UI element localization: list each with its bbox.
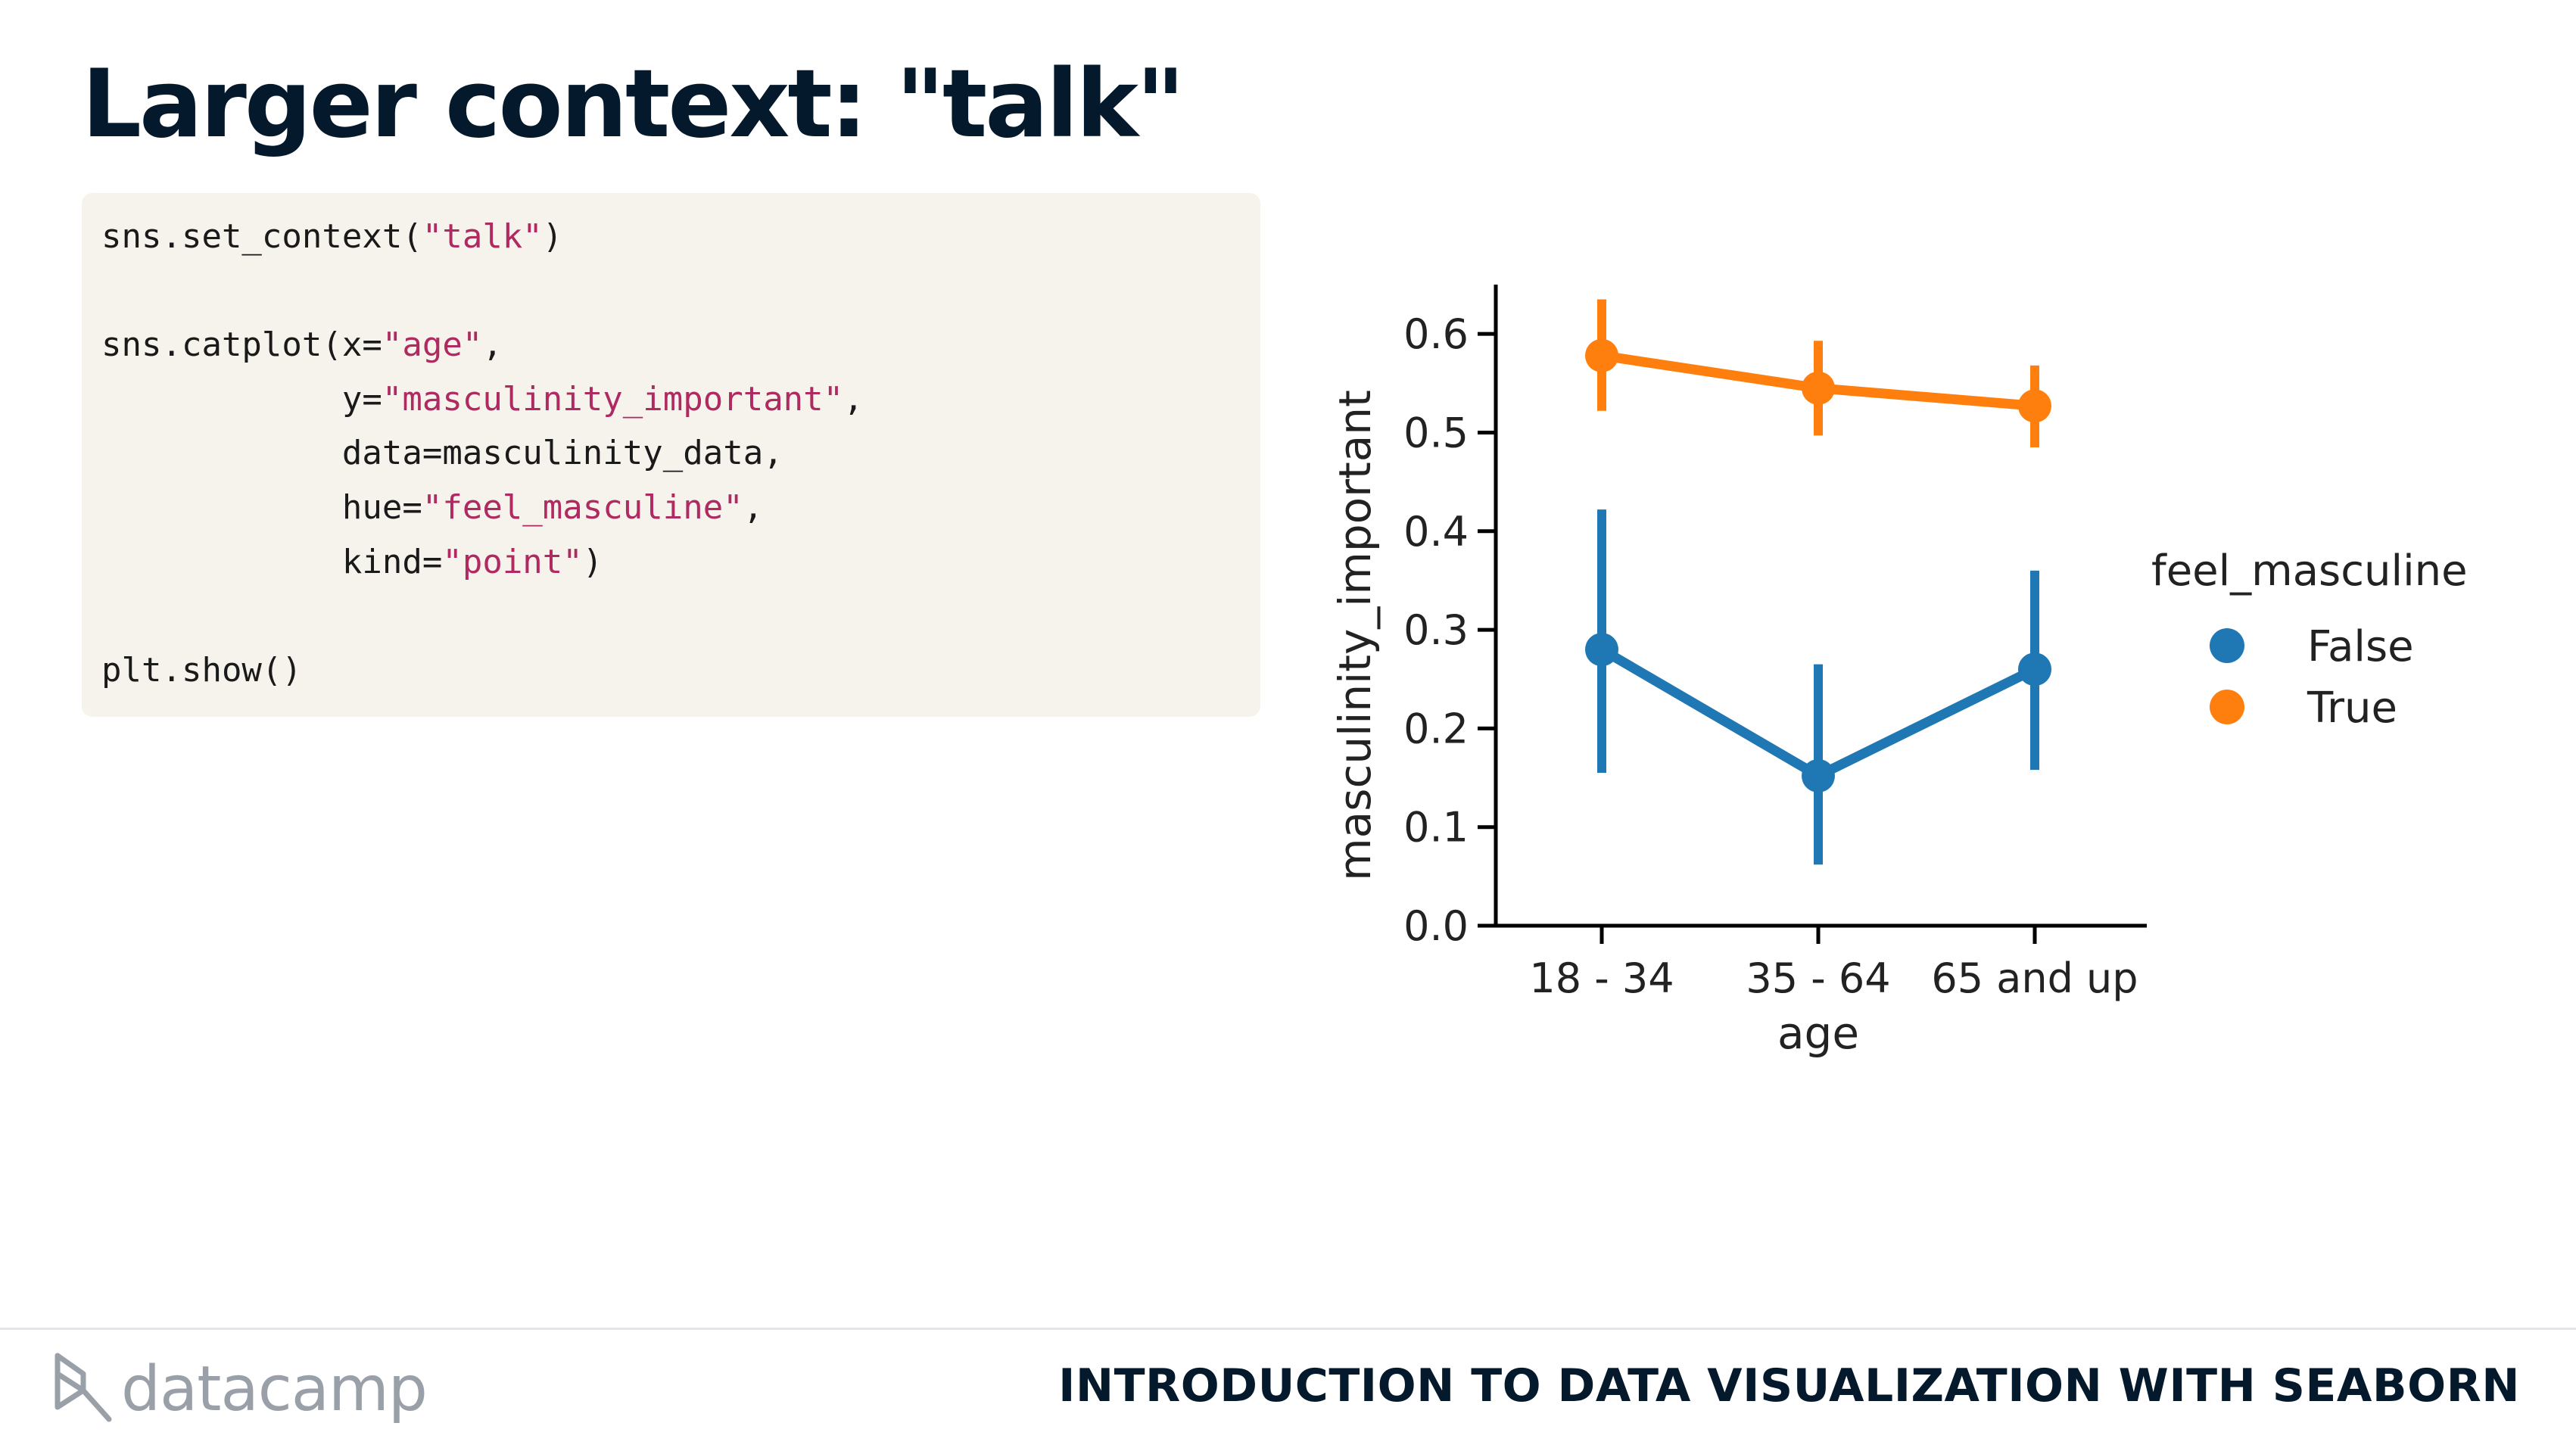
code-line: y="masculinity_important", (101, 380, 864, 419)
data-point (2018, 652, 2051, 687)
code-string-token: "talk" (422, 217, 543, 256)
y-tick-label: 0.6 (1403, 310, 1469, 358)
y-tick-label: 0.1 (1403, 804, 1469, 852)
code-string-token: "point" (442, 542, 583, 581)
course-title: INTRODUCTION TO DATA VISUALIZATION WITH … (1058, 1359, 2520, 1412)
code-token: , (743, 487, 764, 527)
y-tick-label: 0.0 (1403, 902, 1469, 950)
slide-title: Larger context: "talk" (82, 50, 1185, 159)
x-tick-label: 65 and up (1931, 954, 2138, 1002)
y-axis-label: masculinity_important (1329, 390, 1381, 881)
code-string-token: "age" (382, 325, 483, 365)
y-tick-label: 0.3 (1403, 606, 1469, 654)
y-tick-label: 0.5 (1403, 409, 1469, 456)
code-token: y= (101, 379, 382, 419)
code-line: sns.catplot(x="age", (101, 325, 503, 364)
code-token: plt.show() (101, 650, 302, 690)
x-tick-label: 35 - 64 (1746, 954, 1890, 1002)
code-token: sns.catplot(x= (101, 325, 382, 365)
legend-title: feel_masculine (2151, 546, 2468, 596)
code-line: data=masculinity_data, (101, 434, 783, 472)
footer-divider (0, 1328, 2576, 1330)
code-block: sns.set_context("talk") sns.catplot(x="a… (82, 193, 1260, 717)
brand-name: datacamp (121, 1353, 428, 1425)
datacamp-logo: datacamp (53, 1347, 428, 1431)
code-token: ) (542, 217, 563, 256)
code-line: hue="feel_masculine", (101, 488, 763, 527)
code-token: , (843, 379, 864, 419)
legend-label: True (2307, 683, 2397, 733)
data-point (1585, 338, 1618, 372)
data-point (2018, 389, 2051, 423)
legend-marker-false (2210, 628, 2244, 663)
data-point (1802, 371, 1835, 405)
code-token: data=masculinity_data, (101, 434, 783, 473)
code-line: plt.show() (101, 651, 302, 690)
y-tick-label: 0.2 (1403, 705, 1469, 752)
code-token: , (482, 325, 503, 365)
code-token: ) (582, 542, 603, 581)
point-plot: 0.0 0.1 0.2 0.3 0.4 0.5 0.6 18 - 34 35 - 64 65 an… (1329, 285, 2468, 1059)
code-token: hue= (101, 487, 422, 527)
data-point (1585, 633, 1618, 667)
datacamp-logo-icon (55, 1353, 112, 1422)
x-axis-label: age (1777, 1007, 1859, 1059)
code-string-token: "feel_masculine" (422, 487, 743, 527)
code-text: sns.set_context("talk") sns.catplot(x="a… (101, 210, 1241, 697)
x-tick-label: 18 - 34 (1529, 954, 1674, 1002)
code-token: kind= (101, 542, 443, 581)
legend-label: False (2307, 622, 2414, 671)
y-tick-label: 0.4 (1403, 508, 1469, 556)
code-token: sns.set_context( (101, 217, 422, 256)
legend-marker-true (2210, 690, 2244, 724)
code-line: kind="point") (101, 543, 603, 581)
code-line: sns.set_context("talk") (101, 217, 562, 256)
code-string-token: "masculinity_important" (382, 379, 844, 419)
data-point (1802, 758, 1835, 792)
